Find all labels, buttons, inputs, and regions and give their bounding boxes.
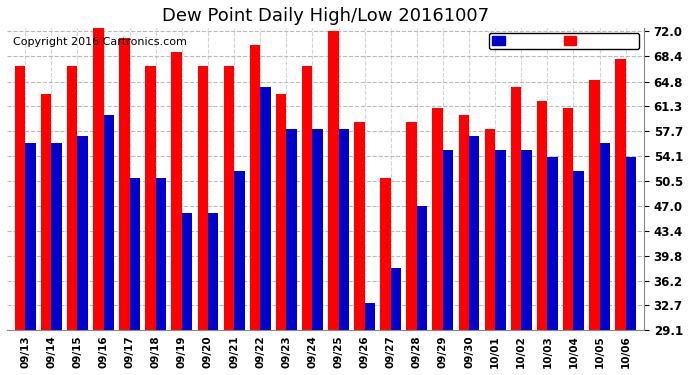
- Bar: [469, 136, 480, 330]
- Bar: [93, 24, 104, 330]
- Bar: [14, 66, 26, 330]
- Bar: [67, 66, 77, 330]
- Bar: [573, 171, 584, 330]
- Legend: Low  (°F), High  (°F): Low (°F), High (°F): [489, 33, 639, 50]
- Bar: [313, 129, 323, 330]
- Bar: [276, 94, 286, 330]
- Bar: [537, 101, 547, 330]
- Bar: [302, 66, 313, 330]
- Bar: [459, 115, 469, 330]
- Bar: [615, 59, 626, 330]
- Title: Dew Point Daily High/Low 20161007: Dew Point Daily High/Low 20161007: [162, 7, 489, 25]
- Bar: [41, 94, 51, 330]
- Bar: [589, 80, 600, 330]
- Bar: [208, 213, 219, 330]
- Bar: [234, 171, 244, 330]
- Bar: [286, 129, 297, 330]
- Bar: [130, 178, 140, 330]
- Bar: [391, 268, 401, 330]
- Bar: [417, 206, 427, 330]
- Bar: [354, 122, 364, 330]
- Bar: [104, 115, 114, 330]
- Bar: [119, 38, 130, 330]
- Bar: [156, 178, 166, 330]
- Bar: [511, 87, 521, 330]
- Bar: [328, 32, 339, 330]
- Bar: [484, 129, 495, 330]
- Bar: [600, 143, 610, 330]
- Bar: [406, 122, 417, 330]
- Bar: [495, 150, 506, 330]
- Bar: [197, 66, 208, 330]
- Bar: [146, 66, 156, 330]
- Bar: [626, 157, 636, 330]
- Bar: [521, 150, 532, 330]
- Bar: [339, 129, 349, 330]
- Bar: [547, 157, 558, 330]
- Bar: [364, 303, 375, 330]
- Bar: [433, 108, 443, 330]
- Bar: [182, 213, 193, 330]
- Bar: [171, 52, 182, 330]
- Bar: [224, 66, 234, 330]
- Bar: [250, 45, 260, 330]
- Bar: [380, 178, 391, 330]
- Bar: [51, 143, 62, 330]
- Bar: [260, 87, 270, 330]
- Bar: [77, 136, 88, 330]
- Bar: [443, 150, 453, 330]
- Bar: [26, 143, 36, 330]
- Bar: [563, 108, 573, 330]
- Text: Copyright 2016 Cartronics.com: Copyright 2016 Cartronics.com: [13, 37, 187, 47]
